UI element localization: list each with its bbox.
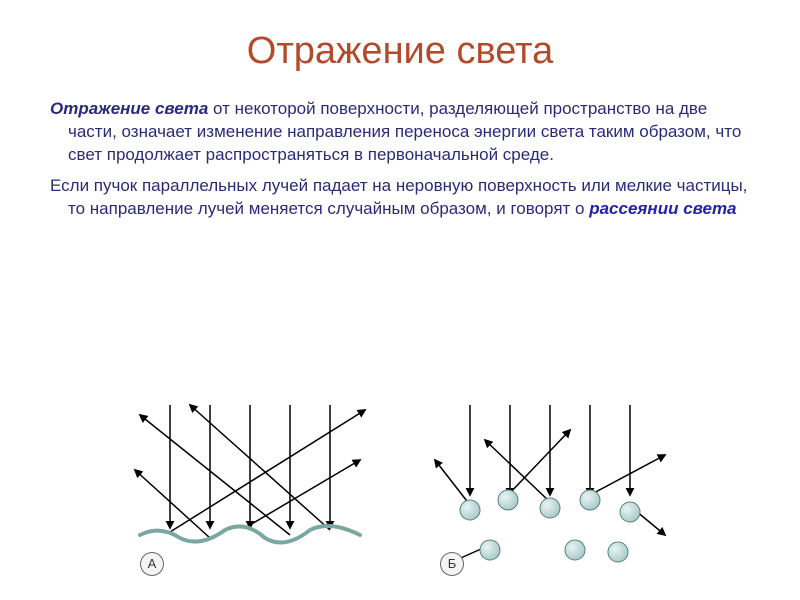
paragraph-1: Отражение света от некоторой поверхности… <box>50 98 750 167</box>
paragraph-2: Если пучок параллельных лучей падает на … <box>50 175 750 221</box>
reflection-term: Отражение света <box>50 99 208 118</box>
diagram-b-svg <box>430 400 670 580</box>
slide: Отражение света Отражение света от некот… <box>0 0 800 600</box>
diagram-a: А <box>130 400 370 580</box>
diagram-b: Б <box>430 400 670 580</box>
scattering-term: рассеянии света <box>589 199 736 218</box>
diagrams-row: А Б <box>0 400 800 580</box>
slide-title: Отражение света <box>50 30 750 73</box>
diagram-a-svg <box>130 400 370 580</box>
diagram-b-label: Б <box>440 552 464 576</box>
diagram-a-label: А <box>140 552 164 576</box>
body-text: Отражение света от некоторой поверхности… <box>50 98 750 221</box>
